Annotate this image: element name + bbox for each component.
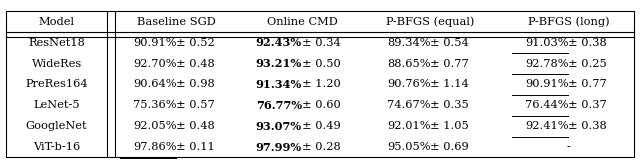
Text: 92.70%: 92.70% bbox=[133, 59, 177, 69]
Text: ± 0.98: ± 0.98 bbox=[177, 80, 215, 89]
Text: PreRes164: PreRes164 bbox=[25, 80, 88, 89]
Text: 76.44%: 76.44% bbox=[525, 100, 568, 110]
Text: ± 1.14: ± 1.14 bbox=[431, 80, 469, 89]
Text: ± 0.54: ± 0.54 bbox=[431, 38, 469, 48]
Text: 89.34%: 89.34% bbox=[387, 38, 431, 48]
Text: 92.43%: 92.43% bbox=[256, 37, 302, 48]
Text: 92.01%: 92.01% bbox=[387, 121, 431, 131]
Text: 90.64%: 90.64% bbox=[133, 80, 177, 89]
Text: Model: Model bbox=[38, 17, 75, 27]
Text: 93.21%: 93.21% bbox=[255, 58, 302, 69]
Text: 88.65%: 88.65% bbox=[387, 59, 431, 69]
Text: ResNet18: ResNet18 bbox=[28, 38, 85, 48]
Text: ± 0.57: ± 0.57 bbox=[177, 100, 215, 110]
Text: GoogleNet: GoogleNet bbox=[26, 121, 88, 131]
Text: -: - bbox=[566, 142, 570, 152]
Text: LeNet-5: LeNet-5 bbox=[33, 100, 80, 110]
Text: ± 0.11: ± 0.11 bbox=[177, 142, 215, 152]
Text: 93.07%: 93.07% bbox=[256, 121, 302, 132]
Text: ± 0.38: ± 0.38 bbox=[568, 121, 607, 131]
Text: ± 0.52: ± 0.52 bbox=[177, 38, 215, 48]
Text: 95.05%: 95.05% bbox=[387, 142, 431, 152]
Text: 92.41%: 92.41% bbox=[525, 121, 568, 131]
Text: 92.78%: 92.78% bbox=[525, 59, 568, 69]
Text: ± 1.20: ± 1.20 bbox=[302, 80, 340, 89]
Text: 90.91%: 90.91% bbox=[133, 38, 177, 48]
Text: 75.36%: 75.36% bbox=[133, 100, 177, 110]
Text: ± 0.48: ± 0.48 bbox=[177, 59, 215, 69]
Text: WideRes: WideRes bbox=[31, 59, 82, 69]
Text: 97.99%: 97.99% bbox=[256, 142, 302, 153]
Text: 74.67%: 74.67% bbox=[387, 100, 431, 110]
Text: 76.77%: 76.77% bbox=[256, 100, 302, 111]
Text: ± 0.38: ± 0.38 bbox=[568, 38, 607, 48]
Text: ± 0.77: ± 0.77 bbox=[568, 80, 607, 89]
Text: 91.34%: 91.34% bbox=[255, 79, 302, 90]
Bar bbox=[6, 11, 634, 157]
Text: ± 0.49: ± 0.49 bbox=[302, 121, 340, 131]
Text: ± 0.60: ± 0.60 bbox=[302, 100, 340, 110]
Text: ± 1.05: ± 1.05 bbox=[431, 121, 469, 131]
Text: 92.05%: 92.05% bbox=[133, 121, 177, 131]
Text: ± 0.48: ± 0.48 bbox=[177, 121, 215, 131]
Text: 90.76%: 90.76% bbox=[387, 80, 431, 89]
Text: ± 0.37: ± 0.37 bbox=[568, 100, 607, 110]
Text: ± 0.50: ± 0.50 bbox=[302, 59, 340, 69]
Text: ± 0.25: ± 0.25 bbox=[568, 59, 607, 69]
Text: Online CMD: Online CMD bbox=[266, 17, 337, 27]
Text: ± 0.69: ± 0.69 bbox=[431, 142, 469, 152]
Text: ± 0.77: ± 0.77 bbox=[431, 59, 469, 69]
Text: 91.03%: 91.03% bbox=[525, 38, 568, 48]
Text: P-BFGS (long): P-BFGS (long) bbox=[527, 17, 609, 27]
Text: ± 0.34: ± 0.34 bbox=[302, 38, 340, 48]
Text: Baseline SGD: Baseline SGD bbox=[137, 17, 216, 27]
Text: P-BFGS (equal): P-BFGS (equal) bbox=[387, 17, 475, 27]
Text: ± 0.28: ± 0.28 bbox=[302, 142, 340, 152]
Text: ViT-b-16: ViT-b-16 bbox=[33, 142, 80, 152]
Text: 97.86%: 97.86% bbox=[133, 142, 177, 152]
Text: 90.91%: 90.91% bbox=[525, 80, 568, 89]
Text: ± 0.35: ± 0.35 bbox=[431, 100, 469, 110]
